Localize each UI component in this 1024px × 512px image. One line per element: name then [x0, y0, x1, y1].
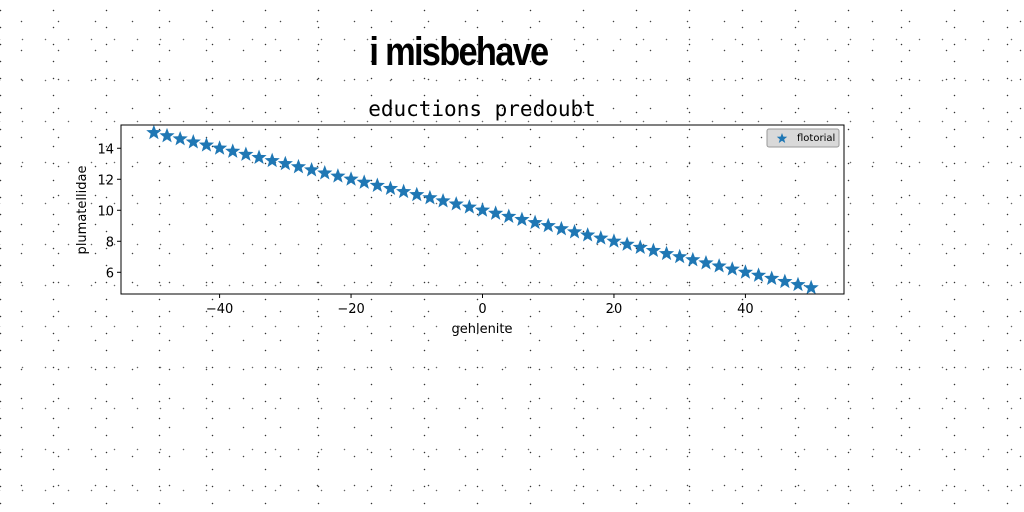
data-point [750, 267, 767, 282]
legend: flotorial [766, 128, 840, 148]
x-axis-label: gehlenite [451, 322, 512, 337]
data-point [185, 134, 201, 149]
y-tick-label: 14 [97, 142, 114, 157]
data-point [737, 264, 754, 279]
chart-title: eductions predoubt [368, 97, 596, 121]
legend-marker [776, 133, 788, 143]
data-point [527, 214, 543, 230]
data-point [803, 279, 819, 295]
data-point [382, 180, 399, 196]
data-point [304, 161, 320, 177]
data-point [553, 220, 569, 236]
x-tick-label: −40 [206, 302, 233, 317]
x-tick-label: 40 [737, 302, 754, 317]
data-point [264, 152, 280, 168]
x-tick-label: −20 [337, 302, 364, 317]
data-point [172, 130, 188, 146]
data-point [225, 143, 241, 158]
x-tick-label: 0 [478, 302, 486, 317]
data-point [619, 236, 635, 251]
data-point [290, 158, 307, 174]
x-tick-label: 20 [606, 302, 623, 317]
data-point [211, 140, 228, 155]
data-point [277, 155, 293, 171]
data-point [632, 239, 648, 254]
data-point [146, 124, 162, 140]
data-point [198, 137, 215, 152]
y-tick-label: 6 [106, 266, 114, 281]
y-tick-label: 12 [97, 173, 114, 188]
data-point [461, 199, 477, 214]
data-point [317, 165, 333, 180]
data-point [448, 196, 464, 211]
y-tick-label: 10 [97, 204, 114, 219]
data-point [658, 245, 675, 261]
data-point [672, 248, 688, 264]
axes-frame [120, 124, 845, 295]
data-point [514, 211, 530, 227]
data-point [251, 149, 267, 165]
data-point [488, 205, 504, 220]
y-tick-label: 8 [106, 235, 114, 250]
data-point [330, 168, 346, 183]
data-point [369, 177, 385, 192]
data-point [593, 230, 609, 245]
data-point [409, 186, 425, 202]
data-point [356, 174, 372, 189]
plot-area [146, 124, 819, 295]
data-point [396, 183, 412, 199]
data-point [435, 192, 451, 208]
legend-label: flotorial [797, 133, 835, 144]
data-point [159, 127, 175, 143]
data-point [501, 208, 517, 223]
data-point [645, 242, 661, 258]
data-point [698, 254, 714, 270]
data-point [606, 233, 622, 248]
data-point [566, 223, 583, 239]
data-point [711, 258, 727, 273]
y-axis-label: plumatellidae [75, 166, 90, 255]
axis-ticks: −40 −20 0 20 40 6 8 10 12 14 [97, 142, 753, 317]
data-point [764, 270, 780, 285]
data-point [685, 251, 701, 267]
data-point [238, 146, 254, 161]
data-point [422, 189, 438, 205]
data-point [724, 261, 740, 276]
data-point [790, 276, 806, 292]
data-point [777, 273, 793, 289]
data-point [343, 171, 359, 186]
data-point [580, 227, 596, 242]
data-point [474, 202, 491, 217]
data-point [540, 217, 556, 233]
page-title: i misbehave [369, 30, 549, 74]
